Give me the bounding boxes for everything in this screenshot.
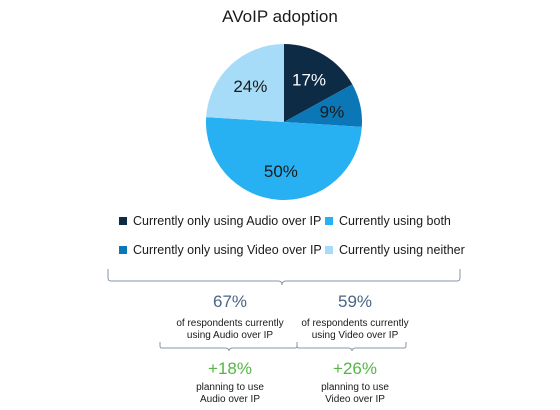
pie-slice-0: [284, 44, 353, 122]
audio-current-text: of respondents currently using Audio ove…: [150, 318, 310, 342]
video-current-text: of respondents currently using Video ove…: [275, 318, 435, 342]
pie-slice-3: [206, 44, 284, 122]
legend-item-video-only: Currently only using Video over IP: [119, 243, 322, 257]
pie-slice-label-2: 50%: [264, 162, 298, 181]
video-planning-text-line2: Video over IP: [325, 394, 385, 405]
legend-item-audio-only: Currently only using Audio over IP: [119, 214, 321, 228]
audio-current-text-line2: using Audio over IP: [186, 330, 274, 341]
chart-title: AVoIP adoption: [222, 7, 338, 26]
audio-planning-text: planning to use Audio over IP: [150, 382, 310, 406]
legend-item-neither: Currently using neither: [325, 243, 465, 257]
video-current-text-line1: of respondents currently: [301, 318, 409, 329]
legend-label-video-only: Currently only using Video over IP: [133, 243, 322, 257]
video-planning-text: planning to use Video over IP: [275, 382, 435, 406]
legend-swatch-neither: [325, 246, 333, 254]
legend-item-both: Currently using both: [325, 214, 451, 228]
pie-slice-label-0: 17%: [292, 71, 326, 90]
audio-planning-percentage: +18%: [208, 359, 252, 378]
legend-swatch-both: [325, 217, 333, 225]
video-current-percentage: 59%: [337, 292, 373, 311]
audio-current-percentage: 67%: [212, 292, 248, 311]
audio-brace: [159, 342, 298, 352]
audio-planning-text-line1: planning to use: [196, 382, 264, 393]
video-current-text-line2: using Video over IP: [311, 330, 399, 341]
pie-slice-1: [284, 84, 363, 127]
pie-slice-2: [206, 117, 362, 200]
video-planning-percentage: +26%: [333, 359, 377, 378]
main-brace: [107, 269, 461, 286]
pie-slice-label-3: 24%: [233, 77, 267, 96]
pie-chart: 17% 9% 50% 24%: [206, 44, 363, 200]
audio-current-text-line1: of respondents currently: [176, 318, 284, 329]
legend-label-audio-only: Currently only using Audio over IP: [133, 214, 322, 228]
video-planning-text-line1: planning to use: [321, 382, 389, 393]
legend-label-both: Currently using both: [339, 214, 451, 228]
legend-swatch-audio-only: [119, 217, 127, 225]
legend-swatch-video-only: [119, 246, 127, 254]
legend-label-neither: Currently using neither: [339, 243, 465, 257]
audio-planning-text-line2: Audio over IP: [199, 394, 261, 405]
video-brace: [296, 342, 407, 352]
pie-slice-label-1: 9%: [320, 102, 345, 121]
